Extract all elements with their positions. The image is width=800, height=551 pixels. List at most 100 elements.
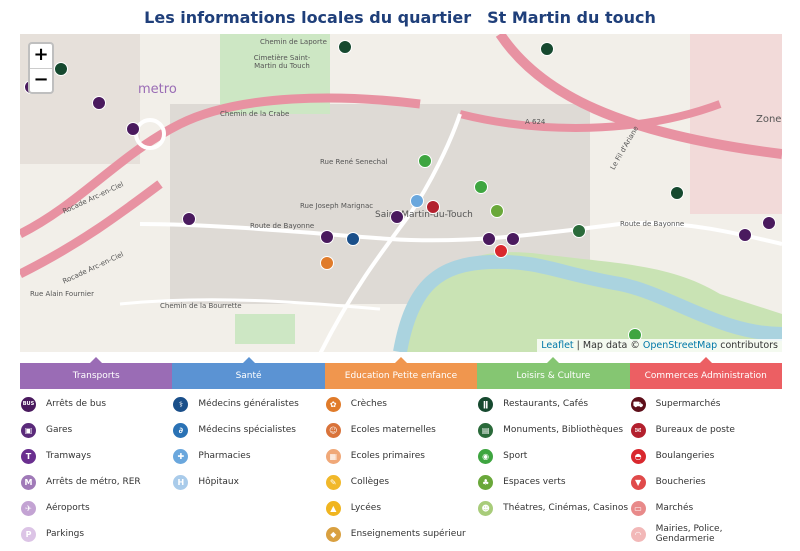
zoom-out-button[interactable]: − <box>30 68 52 92</box>
legend-item[interactable]: ◆ Enseignements supérieur <box>325 521 477 547</box>
legend-item[interactable]: ♣ Espaces verts <box>477 469 629 495</box>
legend-item[interactable]: ◉ Sport <box>477 443 629 469</box>
legend-item-label: Lycées <box>350 503 382 513</box>
metro-icon: M <box>21 474 36 490</box>
road-label: Chemin de la Bourrette <box>160 302 242 310</box>
legend-item-label: Ecoles maternelles <box>350 425 436 435</box>
bakery-marker[interactable] <box>494 244 508 258</box>
legend-item-label: Arrêts de bus <box>46 399 107 409</box>
doctor-icon: ⚕ <box>173 396 189 412</box>
legend-column-sant-: Santé ⚕ Médecins généralistes ∂ Médecins spé… <box>172 356 325 547</box>
place-name: St Martin du touch <box>487 8 656 27</box>
legend-item-label: Arrêts de métro, RER <box>46 477 141 487</box>
restaurant-marker[interactable] <box>540 42 554 56</box>
legend-category-tab[interactable]: Loisirs & Culture <box>477 357 630 389</box>
bus-stop-marker[interactable] <box>482 232 496 246</box>
bus-stop-marker[interactable] <box>738 228 752 242</box>
bus-stop-marker[interactable] <box>126 122 140 136</box>
doctor-marker[interactable] <box>346 232 360 246</box>
theatre-mask-icon: ☻ <box>478 500 494 516</box>
legend-item[interactable]: ✉ Bureaux de poste <box>630 417 782 443</box>
legend-item[interactable]: ▼ Boucheries <box>630 469 782 495</box>
legend-column-transports: Transports BUS Arrêts de bus ▣ Gares T Tramway… <box>20 356 173 547</box>
road-label: Rue Alain Fournier <box>30 290 94 298</box>
post-icon: ✉ <box>630 422 646 438</box>
bus-stop-marker[interactable] <box>506 232 520 246</box>
bus-stop-marker[interactable] <box>182 212 196 226</box>
legend: Transports BUS Arrêts de bus ▣ Gares T Tramway… <box>20 356 782 547</box>
legend-column-loisirs-culture: Loisirs & Culture ǁ Restaurants, Cafés ▤ Mon… <box>477 356 630 547</box>
stroller-icon: ✿ <box>325 396 341 412</box>
legend-item[interactable]: M Arrêts de métro, RER <box>20 469 172 495</box>
legend-item[interactable]: ▲ Lycées <box>325 495 477 521</box>
bus-stop-marker[interactable] <box>320 230 334 244</box>
bus-stop-marker[interactable] <box>762 216 776 230</box>
restaurant-marker[interactable] <box>338 40 352 54</box>
category-label: Education Petite enfance <box>344 371 458 381</box>
cart-icon: ⛟ <box>630 396 646 412</box>
legend-item[interactable]: T Tramways <box>20 443 172 469</box>
legend-item[interactable]: ▭ Marchés <box>630 495 782 521</box>
river <box>393 254 782 352</box>
town-hall-icon: ◠ <box>630 526 646 542</box>
legend-item-label: Hôpitaux <box>198 477 239 487</box>
legend-item[interactable]: ⚕ Médecins généralistes <box>172 391 324 417</box>
park <box>400 252 782 352</box>
restaurant-marker[interactable] <box>54 62 68 76</box>
legend-category-tab[interactable]: Transports <box>20 357 173 389</box>
legend-item[interactable]: P Parkings <box>20 521 172 547</box>
legend-item[interactable]: ✚ Pharmacies <box>172 443 324 469</box>
legend-item[interactable]: ∂ Médecins spécialistes <box>172 417 324 443</box>
legend-item[interactable]: ▣ Gares <box>20 417 172 443</box>
legend-item[interactable]: ✈ Aéroports <box>20 495 172 521</box>
creche-marker[interactable] <box>320 256 334 270</box>
legend-item-label: Médecins généralistes <box>198 399 299 409</box>
bus-stop-marker[interactable] <box>390 210 404 224</box>
town-label: Saint-Martin-du-Touch <box>375 210 473 220</box>
primary-school-icon: ▦ <box>325 448 341 464</box>
legend-item[interactable]: ◠ Mairies, Police, Gendarmerie <box>630 521 782 547</box>
legend-item-label: Supermarchés <box>655 399 721 409</box>
tree-icon: ♣ <box>478 474 494 490</box>
legend-item-label: Théatres, Cinémas, Casinos <box>503 503 629 513</box>
legend-item-label: Crèches <box>350 399 387 409</box>
page-title: Les informations locales du quartier St M… <box>0 8 800 27</box>
legend-category-tab[interactable]: Santé <box>172 357 325 389</box>
legend-item-label: Restaurants, Cafés <box>503 399 589 409</box>
bus-stop-marker[interactable] <box>92 96 106 110</box>
map[interactable]: + − metro Rocade Arc-en-Ciel Rocade Arc-… <box>20 34 782 352</box>
road-label: Chemin de la Crabe <box>220 110 290 118</box>
map-tiles <box>20 34 782 352</box>
sport-marker[interactable] <box>474 180 488 194</box>
monument-marker[interactable] <box>572 224 586 238</box>
osm-link[interactable]: OpenStreetMap <box>642 340 718 351</box>
bread-icon: ◓ <box>630 448 646 464</box>
road-label: Route de Bayonne <box>620 220 685 228</box>
legend-item[interactable]: H Hôpitaux <box>172 469 324 495</box>
pharmacy-cross-icon: ✚ <box>173 448 189 464</box>
leaflet-link[interactable]: Leaflet <box>541 340 574 351</box>
legend-category-tab[interactable]: Commerces Administration <box>629 357 782 389</box>
legend-item[interactable]: ▦ Ecoles primaires <box>325 443 477 469</box>
zoom-in-button[interactable]: + <box>33 44 49 65</box>
restaurant-marker[interactable] <box>670 186 684 200</box>
legend-item-label: Médecins spécialistes <box>198 425 296 435</box>
legend-item[interactable]: ✎ Collèges <box>325 469 477 495</box>
legend-item[interactable]: ⛟ Supermarchés <box>630 391 782 417</box>
legend-category-tab[interactable]: Education Petite enfance <box>324 357 478 389</box>
post-office-marker[interactable] <box>426 200 440 214</box>
legend-item[interactable]: ◓ Boulangeries <box>630 443 782 469</box>
legend-item[interactable]: ǁ Restaurants, Cafés <box>477 391 629 417</box>
category-label: Santé <box>235 371 262 381</box>
airplane-icon: ✈ <box>21 500 36 516</box>
sport-marker[interactable] <box>418 154 432 168</box>
legend-item[interactable]: ✿ Crèches <box>325 391 477 417</box>
legend-item-label: Aéroports <box>46 503 90 513</box>
legend-item[interactable]: ▤ Monuments, Bibliothèques <box>477 417 629 443</box>
legend-item[interactable]: BUS Arrêts de bus <box>20 391 172 417</box>
pharmacy-marker[interactable] <box>410 194 424 208</box>
train-icon: ▣ <box>21 422 36 438</box>
green-space-marker[interactable] <box>490 204 504 218</box>
legend-item[interactable]: ☻ Théatres, Cinémas, Casinos <box>477 495 629 521</box>
legend-item[interactable]: ☺ Ecoles maternelles <box>325 417 477 443</box>
